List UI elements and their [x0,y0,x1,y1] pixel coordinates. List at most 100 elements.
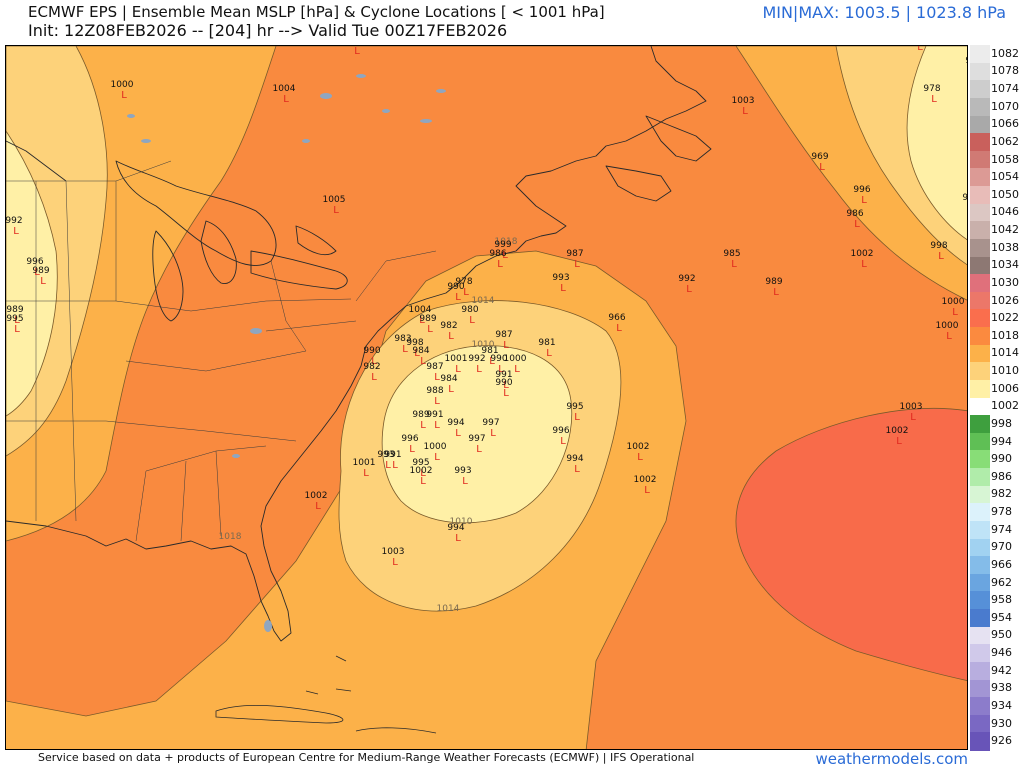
contour-label: 1018 [495,237,518,247]
cyclone-pressure-value: 996 [401,434,418,444]
colorbar-swatch [970,80,990,99]
low-symbol: L [931,94,937,105]
cyclone-pressure-value: 982 [440,321,457,331]
low-symbol: L [503,388,509,399]
cyclone-pressure-value: 1003 [382,547,405,557]
low-symbol: L [514,364,520,375]
colorbar-swatch [970,609,990,628]
field-1010-central [381,345,573,524]
colorbar-tick-label: 998 [991,416,1012,430]
low-symbol: L [121,90,127,101]
low-symbol: L [917,46,923,53]
low-symbol: L [455,428,461,439]
low-symbol: L [392,557,398,568]
colorbar-swatch [970,661,990,680]
colorbar-swatch [970,221,990,240]
colorbar-swatch [970,133,990,152]
cyclone-pressure-value: 989 [765,277,782,287]
brand-link[interactable]: weathermodels.com [815,750,968,768]
cyclone-pressure-value: 1002 [305,491,328,501]
cyclone-pressure-value: 995 [412,458,429,468]
low-symbol: L [363,468,369,479]
contour-label: 1014 [472,296,495,306]
low-symbol: L [448,331,454,342]
cyclone-pressure-value: 988 [426,386,443,396]
colorbar-tick-label: 1042 [991,223,1019,237]
colorbar-tick-label: 1006 [991,381,1019,395]
cyclone-pressure-value: 1001 [445,354,468,364]
colorbar-swatch [970,485,990,504]
colorbar-tick-label: 1070 [991,99,1019,113]
low-symbol: L [490,428,496,439]
cyclone-pressure-value: 990 [490,354,507,364]
colorbar-tick-label: 1078 [991,64,1019,78]
cyclone-pressure-value: 978 [923,84,940,94]
colorbar-tick-label: 962 [991,575,1012,589]
low-symbol: L [910,412,916,423]
cyclone-pressure-value: 1000 [111,80,134,90]
colorbar-tick-label: 1030 [991,275,1019,289]
low-symbol: L [546,348,552,359]
low-symbol: L [419,315,425,326]
low-symbol: L [434,372,440,383]
low-symbol: L [861,259,867,270]
low-symbol: L [946,331,952,342]
colorbar-swatch [970,468,990,487]
colorbar-swatch [970,697,990,716]
low-symbol: L [455,533,461,544]
pressure-colorbar [970,45,990,751]
cyclone-pressure-value: 997 [482,418,499,428]
contour-label: 1010 [472,340,495,350]
colorbar-swatch [970,432,990,451]
cyclone-pressure-value: 984 [440,374,457,384]
colorbar-swatch [970,732,990,751]
field-1018-north [6,46,967,749]
cyclone-pressure-value: 990 [447,282,464,292]
cyclone-pressure-value: 1000 [504,354,527,364]
cyclone-pressure-value: 981 [481,346,498,356]
low-symbol: L [354,46,360,57]
low-symbol: L [644,485,650,496]
colorbar-swatch [970,327,990,346]
cyclone-pressure-value: 991 [495,370,512,380]
cyclone-pressure-value: 987 [426,362,443,372]
low-symbol: L [773,287,779,298]
colorbar-tick-label: 986 [991,469,1012,483]
cyclone-pressure-value: 992 [6,216,23,226]
cyclone-pressure-value: 999 [965,56,968,66]
colorbar-swatch [970,591,990,610]
low-symbol: L [434,420,440,431]
low-symbol: L [498,364,504,375]
cyclone-pressure-value: 989 [419,314,436,324]
colorbar-swatch [970,538,990,557]
low-symbol: L [489,356,495,367]
low-symbol: L [434,452,440,463]
colorbar-swatch [970,520,990,539]
cyclone-pressure-value: 1002 [627,442,650,452]
